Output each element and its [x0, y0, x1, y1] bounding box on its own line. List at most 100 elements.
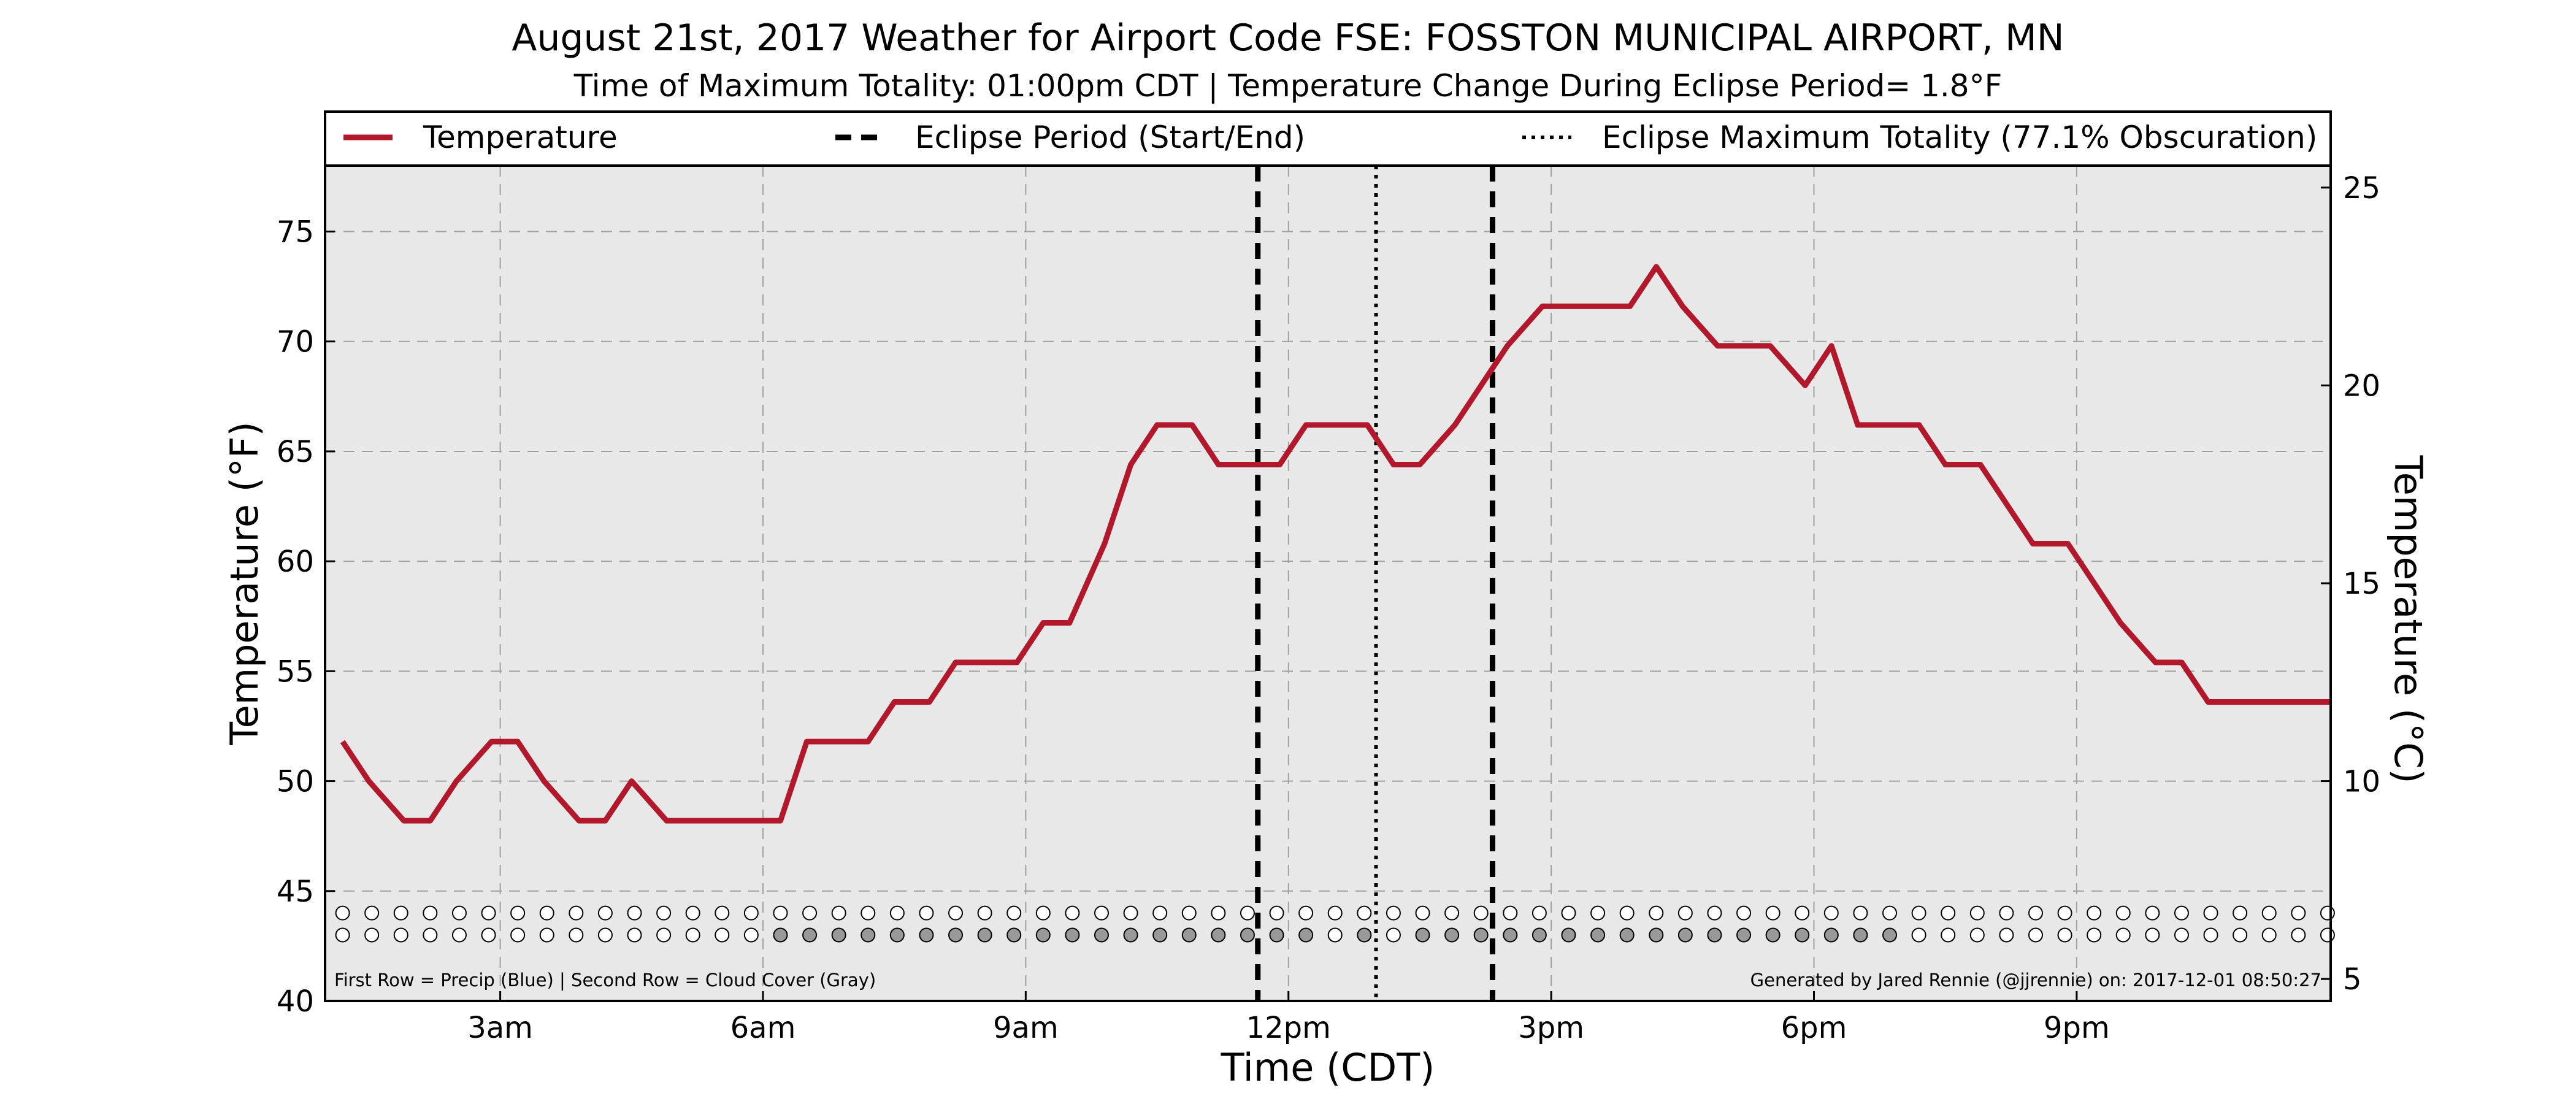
precip-marker — [1707, 905, 1722, 921]
cloud-marker — [1503, 927, 1518, 943]
precip-marker — [1269, 905, 1284, 921]
cloud-marker — [2233, 927, 2248, 943]
precip-marker — [1035, 905, 1051, 921]
precip-marker — [1911, 905, 1926, 921]
cloud-marker — [773, 927, 788, 943]
weather-markers — [335, 905, 2335, 943]
precip-marker — [2261, 905, 2277, 921]
cloud-marker — [1531, 927, 1547, 943]
precip-marker — [685, 905, 700, 921]
precip-marker — [569, 905, 584, 921]
y2-tick-label-10: 10 — [2343, 765, 2380, 799]
precip-marker — [1823, 905, 1839, 921]
cloud-marker — [2028, 927, 2043, 943]
cloud-marker — [2291, 927, 2306, 943]
precip-marker — [1473, 905, 1489, 921]
precip-marker — [1211, 905, 1226, 921]
cloud-marker — [1386, 927, 1401, 943]
y-tick-label-40: 40 — [277, 984, 314, 1019]
precip-marker — [1999, 905, 2014, 921]
y-tick-label-45: 45 — [277, 875, 314, 909]
precip-marker — [1298, 905, 1314, 921]
precip-marker — [1677, 905, 1693, 921]
cloud-marker — [1006, 927, 1022, 943]
cloud-marker — [685, 927, 700, 943]
y-tick-label-70: 70 — [277, 325, 314, 359]
precip-marker — [861, 905, 876, 921]
temperature-line — [340, 264, 2331, 824]
precip-marker — [656, 905, 672, 921]
cloud-marker — [1065, 927, 1080, 943]
x-tick-label-9am: 9am — [993, 1011, 1059, 1045]
cloud-marker — [627, 927, 642, 943]
cloud-marker — [1736, 927, 1752, 943]
precip-marker — [1765, 905, 1781, 921]
precip-marker — [1941, 905, 1956, 921]
cloud-marker — [1094, 927, 1109, 943]
precip-marker — [1181, 905, 1197, 921]
precip-marker — [948, 905, 964, 921]
cloud-marker — [1619, 927, 1635, 943]
legend-label-eclipse-period: Eclipse Period (Start/End) — [915, 120, 1305, 155]
precip-marker — [481, 905, 496, 921]
cloud-marker — [1211, 927, 1226, 943]
precip-marker — [2203, 905, 2218, 921]
cloud-marker — [569, 927, 584, 943]
precip-marker — [1415, 905, 1430, 921]
precip-marker — [743, 905, 759, 921]
precip-marker — [627, 905, 642, 921]
precip-marker — [831, 905, 846, 921]
precip-marker — [1969, 905, 1985, 921]
x-tick-label-3am: 3am — [467, 1011, 533, 1045]
eclipse-lines — [1255, 166, 1495, 1001]
cloud-marker — [1152, 927, 1168, 943]
precip-marker — [1123, 905, 1138, 921]
precip-marker — [335, 905, 350, 921]
y2-tick-label-20: 20 — [2343, 369, 2380, 403]
legend: Temperature Eclipse Period (Start/End) E… — [324, 110, 2332, 167]
plot-area — [325, 166, 2331, 1001]
cloud-marker — [2087, 927, 2102, 943]
precip-marker — [393, 905, 408, 921]
precip-marker — [1006, 905, 1022, 921]
precip-marker — [2233, 905, 2248, 921]
cloud-marker — [1357, 927, 1372, 943]
cloud-marker — [393, 927, 408, 943]
cloud-marker — [1181, 927, 1197, 943]
precip-marker — [2087, 905, 2102, 921]
precip-marker — [977, 905, 992, 921]
y-tick-label-75: 75 — [277, 215, 314, 250]
precip-marker — [1531, 905, 1547, 921]
precip-marker — [1240, 905, 1255, 921]
cloud-marker — [335, 927, 350, 943]
cloud-marker — [1444, 927, 1460, 943]
cloud-marker — [1941, 927, 1956, 943]
x-tick-label-12pm: 12pm — [1246, 1011, 1331, 1045]
cloud-marker — [1882, 927, 1898, 943]
x-tick-label-6am: 6am — [730, 1011, 796, 1045]
cloud-marker — [597, 927, 613, 943]
cloud-marker — [1853, 927, 1868, 943]
precip-marker — [1357, 905, 1372, 921]
precip-marker — [451, 905, 467, 921]
cloud-marker — [1561, 927, 1576, 943]
legend-box — [324, 110, 2332, 167]
precip-marker — [539, 905, 554, 921]
cloud-marker — [715, 927, 730, 943]
cloud-marker — [2320, 927, 2335, 943]
cloud-marker — [451, 927, 467, 943]
precip-marker — [1327, 905, 1343, 921]
precip-marker — [889, 905, 905, 921]
cloud-marker — [889, 927, 905, 943]
cloud-marker — [1590, 927, 1606, 943]
precip-marker — [423, 905, 438, 921]
cloud-marker — [2174, 927, 2189, 943]
precip-marker — [2145, 905, 2160, 921]
cloud-marker — [1240, 927, 1255, 943]
cloud-marker — [743, 927, 759, 943]
cloud-marker — [1473, 927, 1489, 943]
precip-marker — [364, 905, 380, 921]
cloud-marker — [510, 927, 526, 943]
y2-axis-title: Temperature (°C) — [2386, 454, 2431, 783]
